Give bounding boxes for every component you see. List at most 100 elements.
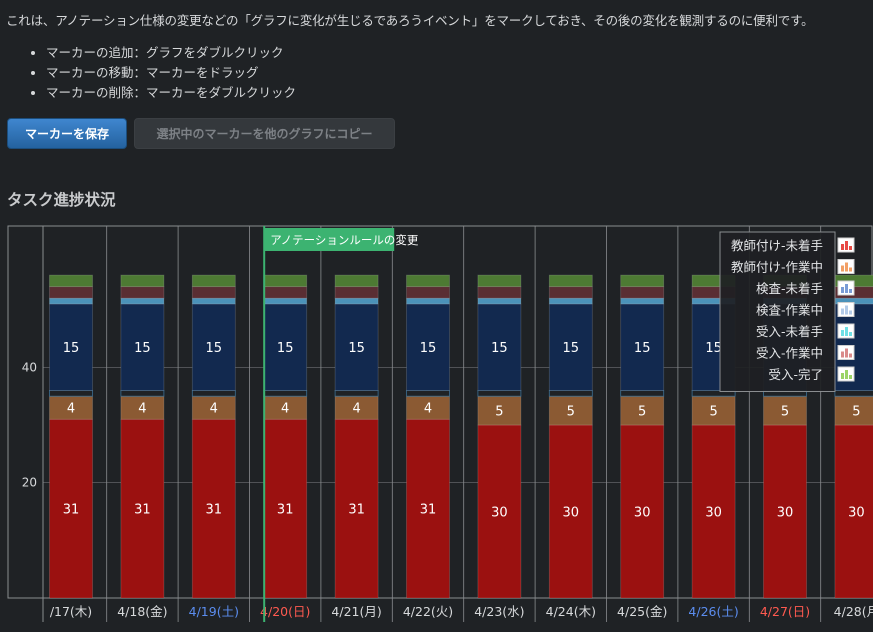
legend-swatch-bar	[841, 373, 844, 379]
bar-segment[interactable]	[191, 390, 236, 397]
copy-markers-button[interactable]: 選択中のマーカーを他のグラフにコピー	[134, 118, 395, 149]
annotation-marker-label[interactable]: アノテーションルールの変更	[270, 233, 419, 247]
bar-segment[interactable]	[834, 390, 873, 397]
bar-segment[interactable]	[120, 390, 165, 397]
bar-segment[interactable]	[548, 286, 593, 299]
bar-segment[interactable]	[191, 286, 236, 299]
task-progress-chart[interactable]: 20 40/17(木) 4/18(金) 4/19(土) 4/20(日) 4/21(月) 4/…	[0, 222, 873, 632]
bar-segment[interactable]	[120, 418, 165, 599]
bar-segment[interactable]	[477, 303, 522, 391]
legend-swatch-bar	[845, 327, 848, 336]
bar-segment[interactable]	[406, 297, 450, 305]
bar-segment[interactable]	[763, 424, 807, 599]
bar-segment[interactable]	[120, 303, 165, 391]
bar-segment[interactable]	[49, 297, 93, 305]
bar-value-label: 15	[206, 341, 223, 356]
y-tick-label: 40	[22, 360, 37, 374]
bar-value-label: 5	[495, 405, 503, 420]
bar-segment[interactable]	[477, 390, 522, 397]
bar-segment[interactable]	[191, 274, 236, 288]
bar-segment[interactable]	[477, 395, 522, 426]
bar-segment[interactable]	[620, 424, 665, 599]
bar-segment[interactable]	[334, 286, 379, 299]
bar-segment[interactable]	[334, 274, 379, 288]
bar-segment[interactable]	[548, 274, 593, 288]
bar-segment[interactable]	[477, 424, 522, 599]
bar-segment[interactable]	[263, 418, 308, 599]
bar-value-label: 31	[206, 503, 223, 518]
bar-segment[interactable]	[620, 395, 665, 426]
bar-value-label: 31	[348, 503, 365, 518]
bar-segment[interactable]	[49, 286, 93, 299]
legend-entry-label[interactable]: 受入-完了	[768, 367, 823, 382]
instruction-add-marker: マーカーの追加：グラフをダブルクリック	[46, 43, 296, 63]
bar-segment[interactable]	[334, 418, 379, 599]
bar-segment[interactable]	[406, 303, 450, 391]
bar-segment[interactable]	[620, 274, 665, 288]
bar-value-label: 4	[352, 402, 360, 417]
bar-segment[interactable]	[49, 274, 93, 288]
bar-segment[interactable]	[620, 390, 665, 397]
annotation-marker-label-bg[interactable]	[264, 228, 395, 251]
bar-segment[interactable]	[191, 418, 236, 599]
bar-segment[interactable]	[477, 297, 522, 305]
bar-segment[interactable]	[49, 418, 93, 599]
bar-segment[interactable]	[548, 297, 593, 305]
x-tick-label: 4/18(金)	[117, 604, 167, 619]
bar-segment[interactable]	[406, 286, 450, 299]
legend-box	[719, 231, 836, 392]
bar-segment[interactable]	[620, 303, 665, 391]
bar-segment[interactable]	[763, 395, 807, 426]
bar-segment[interactable]	[120, 297, 165, 305]
legend-swatch-bar	[849, 375, 852, 379]
bar-segment[interactable]	[191, 303, 236, 391]
save-markers-button[interactable]: マーカーを保存	[7, 118, 127, 149]
bar-segment[interactable]	[548, 303, 593, 391]
bar-value-label: 30	[777, 506, 794, 521]
legend-entry-label[interactable]: 受入-未着手	[756, 324, 823, 339]
legend-swatch-bar	[841, 351, 844, 358]
legend-entry-label[interactable]: 検査-作業中	[756, 303, 823, 318]
bar-segment[interactable]	[406, 390, 450, 397]
bar-segment[interactable]	[263, 297, 308, 305]
instruction-move-marker: マーカーの移動：マーカーをドラッグ	[46, 63, 296, 83]
bar-segment[interactable]	[406, 274, 450, 288]
bar-segment[interactable]	[334, 297, 379, 305]
bar-segment[interactable]	[691, 395, 736, 426]
bar-value-label: 15	[491, 341, 508, 356]
legend-entry-label[interactable]: 検査-未着手	[756, 281, 823, 296]
bar-segment[interactable]	[548, 390, 593, 397]
bar-segment[interactable]	[620, 286, 665, 299]
bar-segment[interactable]	[477, 286, 522, 299]
bar-value-label: 15	[348, 341, 365, 356]
bar-value-label: 4	[67, 402, 75, 417]
bar-segment[interactable]	[120, 274, 165, 288]
bar-segment[interactable]	[263, 286, 308, 299]
legend-entry-label[interactable]: 受入-作業中	[756, 346, 823, 361]
bar-segment[interactable]	[191, 297, 236, 305]
bar-segment[interactable]	[548, 395, 593, 426]
instruction-list: マーカーの追加：グラフをダブルクリック マーカーの移動：マーカーをドラッグ マー…	[28, 43, 296, 103]
bar-value-label: 30	[705, 506, 722, 521]
bar-segment[interactable]	[263, 274, 308, 288]
legend-entry-label[interactable]: 教師付け-作業中	[731, 260, 823, 275]
bar-segment[interactable]	[620, 297, 665, 305]
legend-swatch-bar	[845, 370, 848, 379]
bar-segment[interactable]	[263, 390, 308, 397]
bar-segment[interactable]	[406, 418, 450, 599]
bar-value-label: 5	[567, 405, 575, 420]
bar-segment[interactable]	[120, 286, 165, 299]
legend-entry-label[interactable]: 教師付け-未着手	[731, 238, 823, 253]
bar-segment[interactable]	[334, 303, 379, 391]
bar-segment[interactable]	[477, 274, 522, 288]
bar-value-label: 30	[491, 506, 508, 521]
x-tick-label: 4/20(日)	[260, 604, 310, 619]
bar-segment[interactable]	[334, 390, 379, 397]
x-tick-label: 4/19(土)	[189, 604, 239, 619]
bar-segment[interactable]	[49, 303, 93, 391]
bar-segment[interactable]	[49, 390, 93, 397]
bar-segment[interactable]	[834, 395, 873, 426]
bar-value-label: 15	[277, 341, 294, 356]
bar-segment[interactable]	[834, 424, 873, 599]
bar-segment[interactable]	[263, 303, 308, 391]
